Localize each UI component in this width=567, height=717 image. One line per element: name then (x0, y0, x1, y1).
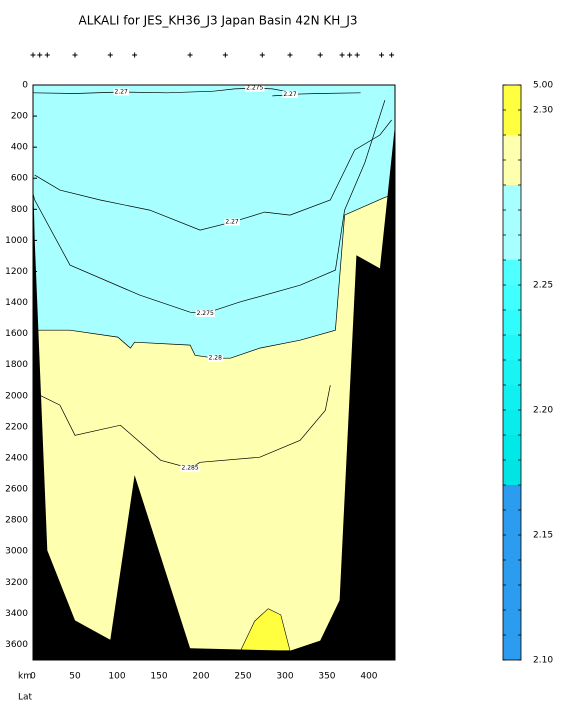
y-tick-label: 400 (11, 143, 28, 153)
colorbar-band (503, 460, 521, 485)
y-tick-label: 0 (22, 81, 28, 91)
colorbar-band (503, 185, 521, 210)
contour-label-bg (195, 309, 215, 317)
colorbar-tick-label: 2.30 (533, 106, 553, 116)
contour-fill (33, 193, 395, 661)
contour-label: 2.27 (225, 219, 239, 226)
station-marker (287, 52, 293, 58)
y-tick-label: 3600 (5, 640, 28, 650)
station-marker (107, 52, 113, 58)
colorbar-band (503, 485, 521, 510)
colorbar-tick-label: 2.20 (533, 406, 553, 416)
station-marker (347, 52, 353, 58)
y-tick-label: 200 (11, 112, 28, 122)
x-tick-label: 300 (276, 672, 293, 682)
contour-label-bg (282, 90, 298, 98)
colorbar-band (503, 235, 521, 260)
colorbar-band (503, 135, 521, 160)
station-marker (37, 52, 43, 58)
station-marker (222, 52, 228, 58)
x-axis-label: km (18, 672, 32, 682)
colorbar-band (503, 260, 521, 285)
contour-label-bg (207, 354, 224, 362)
contour-label-bg (180, 464, 200, 472)
contour-label: 2.275 (197, 310, 214, 317)
colorbar-tick-label: 2.10 (533, 656, 553, 666)
colorbar-band (503, 410, 521, 435)
contour-label: 2.27 (283, 91, 297, 98)
contour-line (34, 119, 392, 231)
y-tick-label: 600 (11, 174, 28, 184)
y-tick-label: 1400 (5, 298, 28, 308)
contour-label-bg (224, 218, 240, 226)
colorbar-band (503, 510, 521, 535)
colorbar-tick-label: 2.25 (533, 281, 553, 291)
y-tick-label: 3200 (5, 578, 28, 588)
contour-label: 2.28 (209, 355, 223, 362)
plot-frame (32, 84, 396, 661)
colorbar-frame (502, 84, 522, 661)
colorbar-band (503, 585, 521, 610)
colorbar-band (503, 560, 521, 585)
colorbar-band (503, 110, 521, 135)
y-tick-label: 800 (11, 205, 28, 215)
x-tick-label: 250 (234, 672, 251, 682)
colorbar-tick-label: 5.00 (533, 81, 553, 91)
station-marker (187, 52, 193, 58)
colorbar-band (503, 635, 521, 660)
x-tick-label: 400 (360, 672, 377, 682)
x-tick-label: 100 (108, 672, 125, 682)
y-tick-label: 2800 (5, 516, 28, 526)
station-marker (132, 52, 138, 58)
station-marker (30, 52, 36, 58)
colorbar-band (503, 210, 521, 235)
contour-label-bg (113, 88, 130, 96)
contour-label: 2.275 (246, 85, 263, 92)
station-marker (72, 52, 78, 58)
y-tick-label: 3400 (5, 609, 28, 619)
colorbar-band (503, 535, 521, 560)
colorbar-band (503, 385, 521, 410)
y-tick-label: 1000 (5, 236, 28, 246)
colorbar-band (503, 85, 521, 110)
colorbar-band (503, 285, 521, 310)
contour-label: 2.285 (181, 465, 198, 472)
x-tick-label: 350 (318, 672, 335, 682)
topography (33, 125, 395, 661)
x-axis-label-2: Lat (18, 693, 33, 703)
station-marker (354, 52, 360, 58)
x-tick-label: 0 (30, 672, 36, 682)
contour-line (32, 99, 386, 314)
y-tick-label: 1800 (5, 360, 28, 370)
station-marker (379, 52, 385, 58)
x-tick-label: 150 (150, 672, 167, 682)
y-tick-label: 3000 (5, 547, 28, 557)
y-tick-label: 2000 (5, 391, 28, 401)
station-marker (44, 52, 50, 58)
colorbar-band (503, 335, 521, 360)
contour-label: 2.27 (115, 88, 129, 95)
station-marker (339, 52, 345, 58)
station-marker (317, 52, 323, 58)
y-tick-label: 1200 (5, 267, 28, 277)
contour-label-bg (245, 84, 265, 92)
x-tick-label: 200 (192, 672, 209, 682)
colorbar-band (503, 160, 521, 185)
chart-title: ALKALI for JES_KH36_J3 Japan Basin 42N K… (78, 14, 357, 28)
y-tick-label: 2200 (5, 422, 28, 432)
y-tick-label: 2400 (5, 453, 28, 463)
colorbar-band (503, 360, 521, 385)
colorbar-tick-label: 2.15 (533, 531, 553, 541)
station-marker (389, 52, 395, 58)
station-marker (259, 52, 265, 58)
y-tick-label: 1600 (5, 329, 28, 339)
x-tick-label: 50 (69, 672, 81, 682)
colorbar-band (503, 610, 521, 635)
y-tick-label: 2600 (5, 485, 28, 495)
colorbar-band (503, 310, 521, 335)
colorbar-band (503, 435, 521, 460)
